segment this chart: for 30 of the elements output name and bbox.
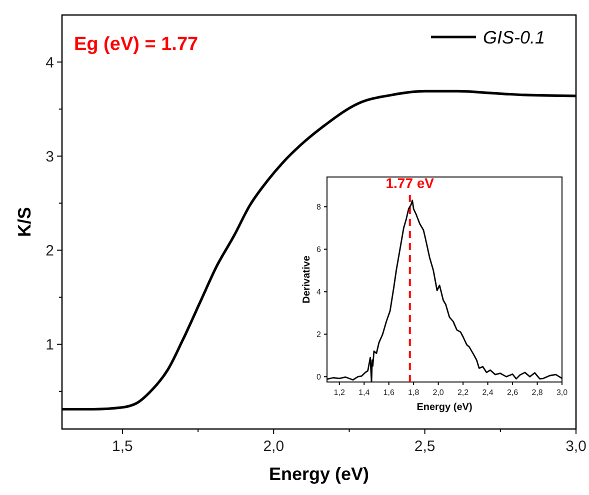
y-axis-title: Derivative: [302, 255, 313, 304]
annotation: Eg (eV) = 1.77: [74, 34, 198, 55]
x-tick-label: 3,0: [566, 438, 586, 455]
x-tick-label: 1,2: [334, 388, 346, 397]
x-tick-label: 2,5: [414, 438, 436, 455]
ref-line-label: 1.77 eV: [386, 175, 435, 192]
y-tick-label: 4: [46, 54, 54, 72]
y-tick-label: 0: [316, 372, 322, 382]
x-axis-title: Energy (eV): [268, 464, 370, 484]
x-tick-label: 1,6: [383, 388, 395, 397]
x-tick-label: 2,0: [432, 388, 444, 397]
y-tick-label: 8: [316, 202, 322, 212]
y-tick-label: 2: [46, 242, 54, 260]
y-tick-label: 4: [316, 288, 322, 297]
x-tick-label: 2,0: [263, 438, 284, 455]
x-tick-label: 1,8: [408, 388, 420, 397]
y-axis-title: K/S: [14, 206, 34, 238]
x-tick-label: 2,6: [506, 388, 519, 397]
x-tick-label: 2,4: [482, 388, 494, 397]
x-tick-label: 2,8: [532, 388, 544, 397]
y-tick-label: 6: [316, 245, 322, 254]
legend-label: GIS-0.1: [483, 27, 546, 48]
y-tick-label: 2: [316, 330, 322, 339]
x-tick-label: 1,4: [358, 388, 370, 397]
x-axis-title: Energy (eV): [416, 402, 472, 413]
x-tick-label: 3,0: [556, 388, 568, 397]
x-tick-label: 2,2: [457, 388, 470, 397]
y-tick-label: 1: [46, 336, 54, 354]
y-tick-label: 3: [46, 148, 54, 166]
x-tick-label: 1,5: [112, 438, 133, 455]
